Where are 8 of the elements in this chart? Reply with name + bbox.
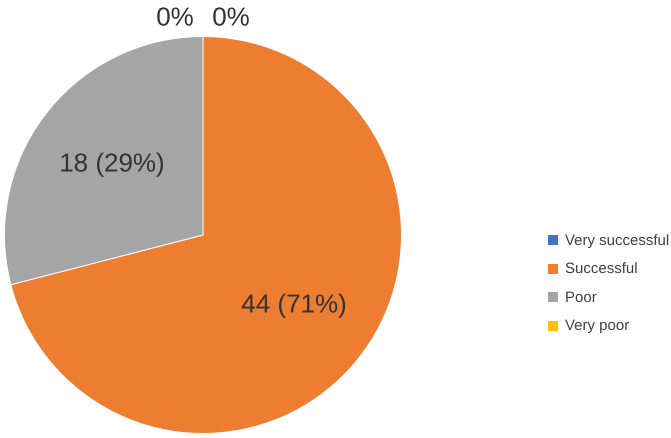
text: 0% <box>212 2 250 32</box>
legend-label: Poor <box>565 288 597 306</box>
data-label: 44 (71%) <box>241 288 347 319</box>
legend-label: Successful <box>565 260 638 278</box>
text: 0% <box>156 2 194 32</box>
data-label: 18 (29%) <box>59 148 165 178</box>
legend-label: Very successful <box>565 232 670 249</box>
legend-label: Very poor <box>565 317 630 334</box>
